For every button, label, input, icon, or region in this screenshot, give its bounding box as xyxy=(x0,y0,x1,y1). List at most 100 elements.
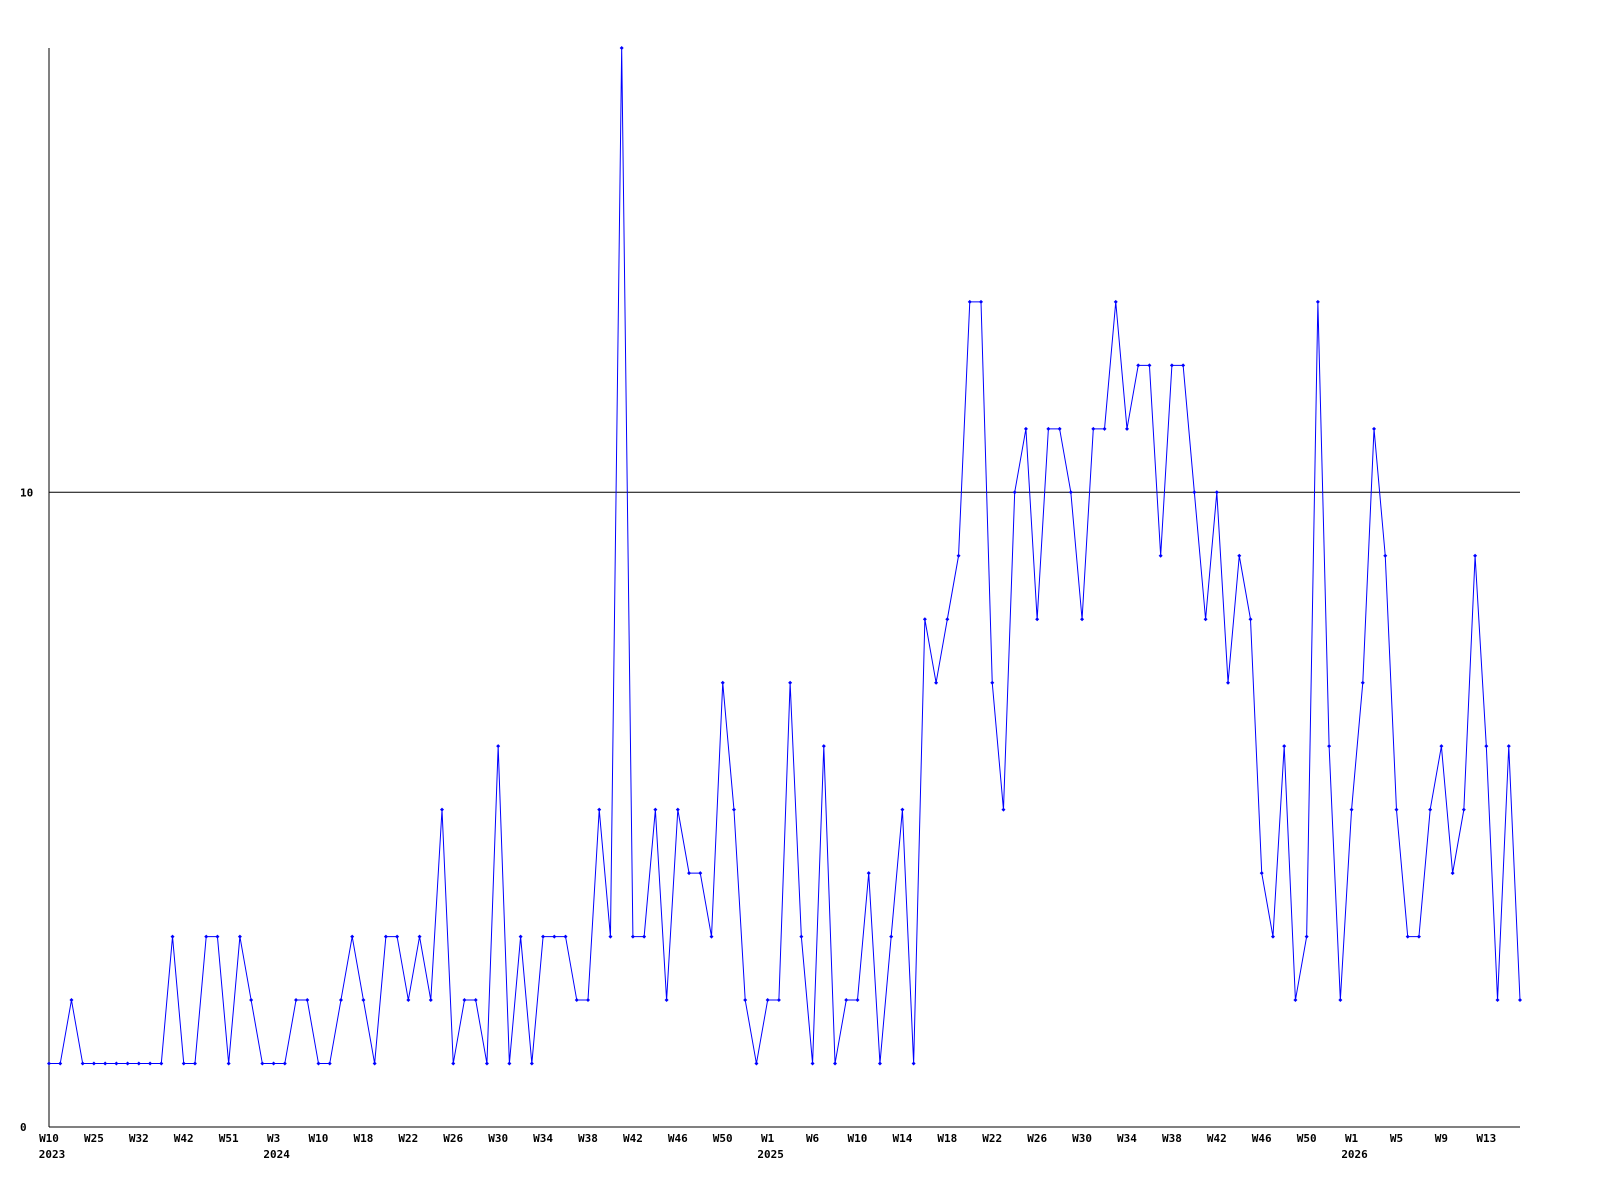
point-marker xyxy=(1068,490,1073,495)
point-marker xyxy=(967,299,972,304)
x-tick-label: W50 xyxy=(1297,1132,1317,1145)
point-marker xyxy=(1147,363,1152,368)
year-label: 2025 xyxy=(757,1148,784,1161)
x-tick-label: W34 xyxy=(1117,1132,1137,1145)
point-marker xyxy=(406,998,411,1003)
point-marker xyxy=(1237,553,1242,558)
point-marker xyxy=(462,998,467,1003)
x-tick-label: W3 xyxy=(267,1132,280,1145)
point-marker xyxy=(788,680,793,685)
point-marker xyxy=(1473,553,1478,558)
point-marker xyxy=(922,617,927,622)
point-marker xyxy=(799,934,804,939)
point-marker xyxy=(484,1061,489,1066)
point-marker xyxy=(518,934,523,939)
point-marker xyxy=(1203,617,1208,622)
x-tick-label: W38 xyxy=(1162,1132,1182,1145)
point-marker xyxy=(889,934,894,939)
x-tick-label: W26 xyxy=(443,1132,463,1145)
y-tick-label: 10 xyxy=(20,486,33,499)
x-tick-label: W42 xyxy=(1207,1132,1227,1145)
x-tick-label: W14 xyxy=(892,1132,912,1145)
point-marker xyxy=(630,934,635,939)
x-tick-label: W22 xyxy=(398,1132,418,1145)
point-marker xyxy=(1124,426,1129,431)
point-marker xyxy=(1450,871,1455,876)
point-marker xyxy=(1113,299,1118,304)
point-marker xyxy=(181,1061,186,1066)
series-line xyxy=(49,47,1521,1065)
x-tick-label: W10 xyxy=(848,1132,868,1145)
point-marker xyxy=(496,744,501,749)
point-marker xyxy=(833,1061,838,1066)
point-marker xyxy=(1518,998,1522,1003)
point-marker xyxy=(1495,998,1500,1003)
x-tick-label: W34 xyxy=(533,1132,553,1145)
point-marker xyxy=(148,1061,153,1066)
point-marker xyxy=(91,1061,96,1066)
point-marker xyxy=(282,1061,287,1066)
point-marker xyxy=(585,998,590,1003)
point-marker xyxy=(1023,426,1028,431)
point-marker xyxy=(1046,426,1051,431)
point-marker xyxy=(709,934,714,939)
point-marker xyxy=(316,1061,321,1066)
point-marker xyxy=(720,680,725,685)
point-marker xyxy=(1439,744,1444,749)
point-marker xyxy=(1484,744,1489,749)
point-marker xyxy=(440,807,445,812)
x-tick-label: W10 xyxy=(309,1132,329,1145)
point-marker xyxy=(1416,934,1421,939)
x-tick-label: W5 xyxy=(1390,1132,1403,1145)
point-marker xyxy=(855,998,860,1003)
point-marker xyxy=(1001,807,1006,812)
point-marker xyxy=(844,998,849,1003)
point-marker xyxy=(204,934,209,939)
point-marker xyxy=(103,1061,108,1066)
point-marker xyxy=(192,1061,197,1066)
point-marker xyxy=(1338,998,1343,1003)
point-marker xyxy=(698,871,703,876)
point-marker xyxy=(541,934,546,939)
point-marker xyxy=(765,998,770,1003)
point-marker xyxy=(1282,744,1287,749)
point-marker xyxy=(1360,680,1365,685)
point-marker xyxy=(597,807,602,812)
point-marker xyxy=(237,934,242,939)
point-marker xyxy=(338,998,343,1003)
point-marker xyxy=(473,998,478,1003)
point-marker xyxy=(1192,490,1197,495)
x-tick-label: W42 xyxy=(623,1132,643,1145)
point-marker xyxy=(1102,426,1107,431)
x-tick-label: W46 xyxy=(668,1132,688,1145)
point-marker xyxy=(1394,807,1399,812)
x-tick-label: W1 xyxy=(761,1132,775,1145)
point-marker xyxy=(327,1061,332,1066)
point-marker xyxy=(1158,553,1163,558)
point-marker xyxy=(69,998,74,1003)
point-marker xyxy=(731,807,736,812)
point-marker xyxy=(619,46,624,50)
x-tick-label: W32 xyxy=(129,1132,149,1145)
point-marker xyxy=(653,807,658,812)
point-marker xyxy=(1248,617,1253,622)
point-marker xyxy=(776,998,781,1003)
point-marker xyxy=(1012,490,1017,495)
point-marker xyxy=(1461,807,1466,812)
point-marker xyxy=(507,1061,512,1066)
point-marker xyxy=(877,1061,882,1066)
point-marker xyxy=(1349,807,1354,812)
point-marker xyxy=(1405,934,1410,939)
point-marker xyxy=(428,998,433,1003)
point-marker xyxy=(552,934,557,939)
point-marker xyxy=(1506,744,1511,749)
x-tick-label: W30 xyxy=(488,1132,508,1145)
point-marker xyxy=(305,998,310,1003)
point-marker xyxy=(1304,934,1309,939)
point-marker xyxy=(47,1061,51,1066)
point-marker xyxy=(271,1061,276,1066)
point-marker xyxy=(1181,363,1186,368)
point-marker xyxy=(821,744,826,749)
point-marker xyxy=(249,998,254,1003)
